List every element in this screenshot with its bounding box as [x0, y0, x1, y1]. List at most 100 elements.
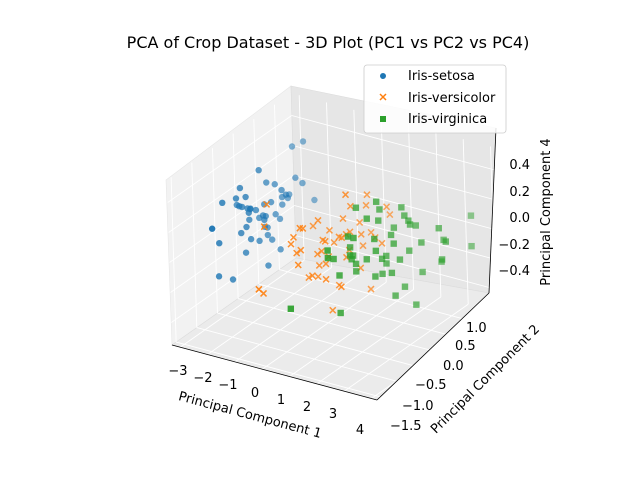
grid-line — [169, 175, 294, 263]
grid-line — [291, 115, 497, 171]
grid-line — [316, 296, 442, 385]
virginica-point — [376, 206, 383, 213]
virginica-point — [346, 244, 354, 251]
x-tick-label: 4 — [356, 423, 364, 438]
setosa-point — [264, 231, 272, 239]
versicolor-point — [318, 247, 326, 255]
virginica-point — [390, 240, 397, 247]
versicolor-point — [359, 242, 367, 250]
virginica-point — [387, 231, 395, 239]
grid-line — [167, 115, 292, 203]
versicolor-point — [363, 191, 371, 199]
versicolor-point — [322, 275, 330, 283]
legend-label-virginica: Iris-virginica — [408, 112, 487, 127]
versicolor-point — [289, 233, 298, 241]
setosa-point — [299, 179, 306, 187]
setosa-point — [255, 214, 263, 222]
grid-line — [261, 281, 387, 370]
grid-line — [207, 267, 332, 355]
virginica-point — [379, 270, 386, 278]
setosa-point — [236, 184, 244, 192]
data-points — [208, 138, 475, 317]
grid-line — [258, 283, 464, 340]
versicolor-point — [335, 233, 343, 241]
grid-line — [168, 145, 293, 233]
grid-line — [295, 235, 501, 291]
y-tick-label: 0.5 — [455, 339, 476, 354]
legend-box — [363, 64, 507, 134]
grid-line — [170, 205, 295, 293]
versicolor-point — [339, 215, 347, 223]
legend-label-versicolor: Iris-versicolor — [408, 91, 496, 106]
legend-marker-virginica — [380, 116, 386, 122]
setosa-point — [255, 167, 262, 174]
grid-line — [238, 298, 444, 355]
versicolor-point — [308, 272, 316, 280]
grid-line — [293, 175, 499, 231]
virginica-point — [435, 225, 442, 232]
versicolor-point — [325, 226, 333, 234]
setosa-point — [216, 240, 223, 247]
versicolor-point — [346, 202, 354, 210]
z-axis-line — [488, 127, 497, 294]
setosa-point — [246, 216, 253, 223]
versicolor-point — [356, 218, 364, 226]
x-axis-line — [171, 344, 378, 401]
versicolor-point — [383, 203, 391, 211]
virginica-point — [363, 256, 370, 263]
y-axis-line — [376, 292, 490, 401]
virginica-point — [336, 272, 343, 279]
virginica-point — [390, 224, 398, 231]
versicolor-point — [341, 191, 350, 199]
virginica-point — [468, 242, 475, 250]
virginica-point — [401, 212, 408, 219]
setosa-point — [277, 246, 284, 253]
setosa-point — [247, 205, 254, 212]
setosa-point — [208, 225, 216, 232]
virginica-point — [392, 292, 399, 299]
z-axis-label: Principal Component 4 — [539, 138, 554, 285]
virginica-point — [440, 236, 447, 244]
setosa-point — [219, 199, 226, 206]
z-tick-label: 0.2 — [509, 185, 530, 200]
setosa-point — [278, 186, 285, 194]
setosa-point — [311, 196, 318, 204]
grid-line — [217, 312, 423, 369]
grid-line — [294, 205, 500, 261]
x-tick-label: −1 — [218, 378, 237, 393]
grid-line — [179, 259, 305, 348]
versicolor-point — [378, 239, 386, 247]
setosa-point — [271, 181, 278, 188]
virginica-point — [383, 260, 390, 267]
virginica-point — [412, 222, 419, 229]
x-ticks: −3 −2 −1 0 1 2 3 4 — [168, 364, 364, 438]
y-ticks: −1.5 −1.0 −0.5 0.0 0.5 1.0 — [390, 321, 487, 434]
grid-line — [176, 341, 382, 398]
virginica-point — [363, 215, 370, 222]
virginica-point — [352, 260, 360, 268]
versicolor-point — [260, 223, 268, 231]
virginica-point — [398, 204, 405, 211]
versicolor-point — [367, 285, 375, 293]
virginica-point — [372, 198, 380, 205]
x-tick-label: 3 — [329, 407, 337, 422]
grid-line — [196, 327, 402, 384]
x-tick-label: −2 — [193, 371, 212, 386]
virginica-point — [287, 305, 295, 312]
y-tick-label: 1.0 — [466, 321, 487, 336]
versicolor-point — [293, 249, 301, 257]
setosa-point — [263, 179, 270, 186]
z-tick-label: −0.4 — [498, 264, 530, 279]
versicolor-point — [263, 200, 271, 208]
legend-marker-setosa — [380, 73, 386, 79]
virginica-point — [406, 247, 413, 254]
versicolor-point — [329, 306, 337, 314]
versicolor-point — [305, 274, 313, 282]
virginica-point — [372, 273, 379, 280]
chart-title: PCA of Crop Dataset - 3D Plot (PC1 vs PC… — [127, 33, 530, 52]
setosa-point — [282, 191, 290, 198]
setosa-point — [288, 143, 296, 150]
setosa-point — [238, 203, 246, 211]
virginica-point — [413, 301, 420, 308]
virginica-point — [375, 217, 382, 224]
